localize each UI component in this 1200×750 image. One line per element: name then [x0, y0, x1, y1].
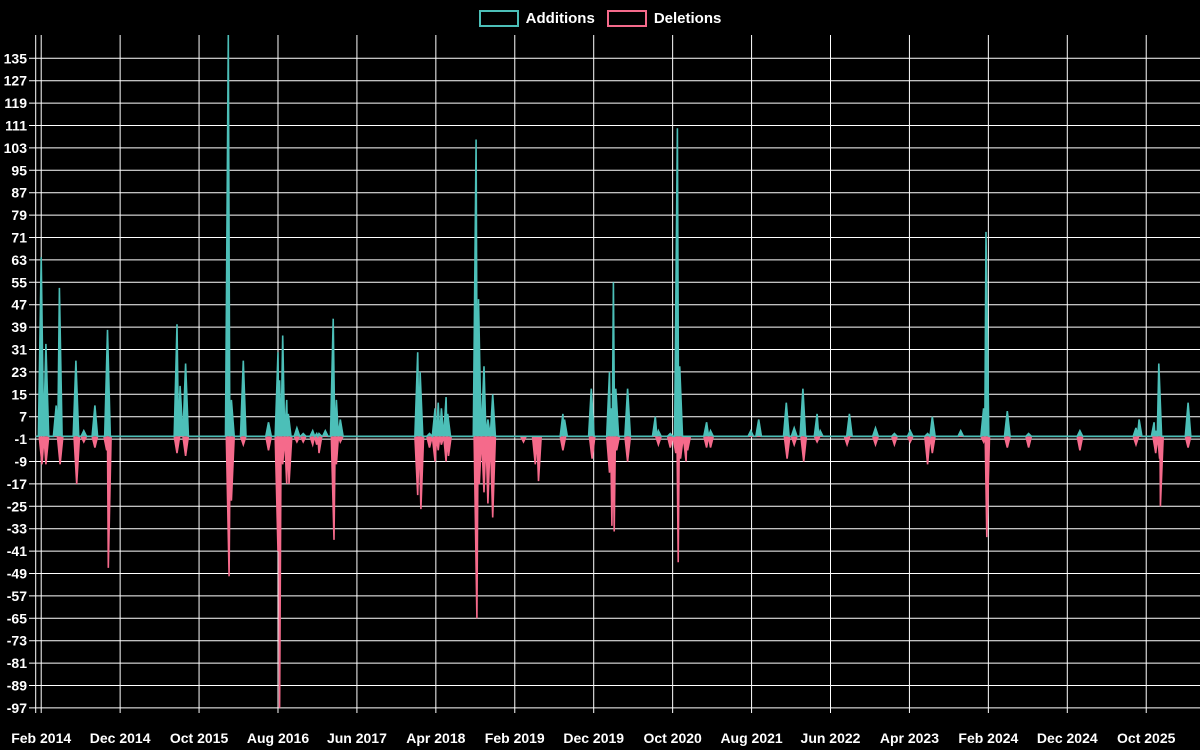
y-axis-tick-label: 7: [19, 409, 27, 425]
y-axis-tick-label: 39: [11, 319, 27, 335]
x-axis-tick-label: Dec 2014: [90, 730, 151, 746]
additions-series-path: [35, 34, 1200, 439]
y-axis-tick-label: -1: [15, 431, 28, 447]
additions-swatch-icon: [478, 9, 519, 27]
x-axis-tick-label: Feb 2024: [958, 730, 1018, 746]
y-axis-tick-label: -17: [7, 476, 27, 492]
y-axis-tick-label: -41: [7, 543, 27, 559]
legend-label-additions: Additions: [525, 9, 595, 27]
x-axis-tick-label: Oct 2020: [643, 730, 702, 746]
y-axis-tick-label: -57: [7, 588, 27, 604]
legend-item-additions: Additions: [478, 9, 595, 27]
y-axis-tick-label: 95: [11, 162, 27, 178]
y-axis-tick-label: -97: [7, 700, 27, 716]
x-axis-tick-label: Aug 2016: [247, 730, 309, 746]
y-axis-tick-label: -25: [7, 498, 27, 514]
x-axis-tick-label: Feb 2014: [11, 730, 71, 746]
y-axis-tick-label: -81: [7, 655, 27, 671]
y-axis-tick-label: 103: [4, 140, 28, 156]
y-axis-tick-label: 71: [11, 230, 27, 246]
y-axis-tick-label: 23: [11, 364, 27, 380]
legend-label-deletions: Deletions: [653, 9, 722, 27]
y-axis-tick-label: 47: [11, 297, 27, 313]
y-axis-tick-label: 135: [4, 50, 28, 66]
x-axis-tick-label: Aug 2021: [720, 730, 782, 746]
y-axis-tick-label: 55: [11, 274, 27, 290]
y-axis-tick-label: -9: [15, 454, 28, 470]
x-axis-tick-label: Feb 2019: [485, 730, 545, 746]
y-axis-tick-label: 111: [5, 118, 27, 134]
y-axis-tick-label: 15: [11, 386, 27, 402]
y-axis-tick-label: 31: [11, 342, 27, 358]
y-axis-tick-label: 79: [11, 207, 27, 223]
y-axis-tick-label: 63: [11, 252, 27, 268]
y-axis-tick-label: -33: [7, 521, 27, 537]
y-axis-tick-label: -49: [7, 566, 27, 582]
deletions-swatch-icon: [606, 9, 647, 27]
x-axis-tick-label: Jun 2022: [801, 730, 861, 746]
y-axis-tick-label: 87: [11, 185, 27, 201]
x-axis-tick-label: Apr 2018: [406, 730, 465, 746]
legend-item-deletions: Deletions: [606, 9, 722, 27]
x-axis-tick-label: Dec 2019: [563, 730, 624, 746]
y-axis-tick-label: 119: [4, 95, 27, 111]
y-axis-tick-label: -73: [7, 633, 27, 649]
legend: Additions Deletions: [0, 6, 1200, 30]
x-axis-tick-label: Oct 2015: [170, 730, 229, 746]
x-axis-tick-label: Dec 2024: [1037, 730, 1098, 746]
y-axis-tick-label: 127: [4, 73, 28, 89]
y-axis-tick-label: -89: [7, 678, 27, 694]
y-axis-tick-label: -65: [7, 610, 27, 626]
x-axis-tick-label: Jun 2017: [327, 730, 387, 746]
x-axis-tick-label: Apr 2023: [880, 730, 939, 746]
deletions-series-path: [35, 435, 1200, 708]
x-axis-tick-label: Oct 2025: [1117, 730, 1176, 746]
